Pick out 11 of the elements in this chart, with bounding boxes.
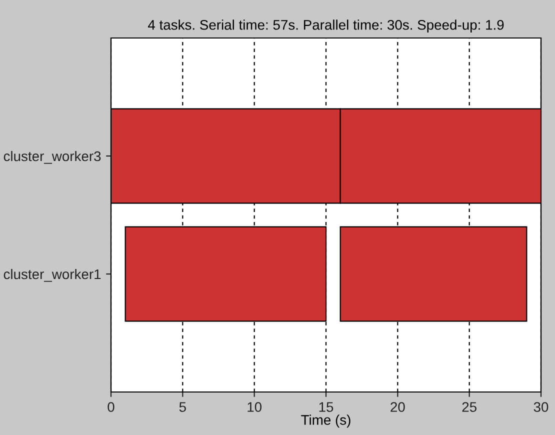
x-tick-label: 15 [319, 402, 334, 412]
chart-title: 4 tasks. Serial time: 57s. Parallel time: 30s. Speed-up: 1.9 [148, 20, 504, 33]
y-tick-label: cluster_worker1 [4, 268, 101, 282]
x-axis-title: Time (s) [301, 414, 350, 428]
x-tick-label: 10 [248, 402, 262, 412]
x-tick-label: 5 [179, 402, 186, 412]
x-tick-label: 25 [462, 402, 476, 412]
x-tick-label: 30 [534, 402, 548, 412]
x-tick-label: 0 [108, 402, 114, 412]
y-tick-label: cluster_worker3 [4, 150, 101, 164]
x-tick-label: 20 [390, 402, 405, 412]
